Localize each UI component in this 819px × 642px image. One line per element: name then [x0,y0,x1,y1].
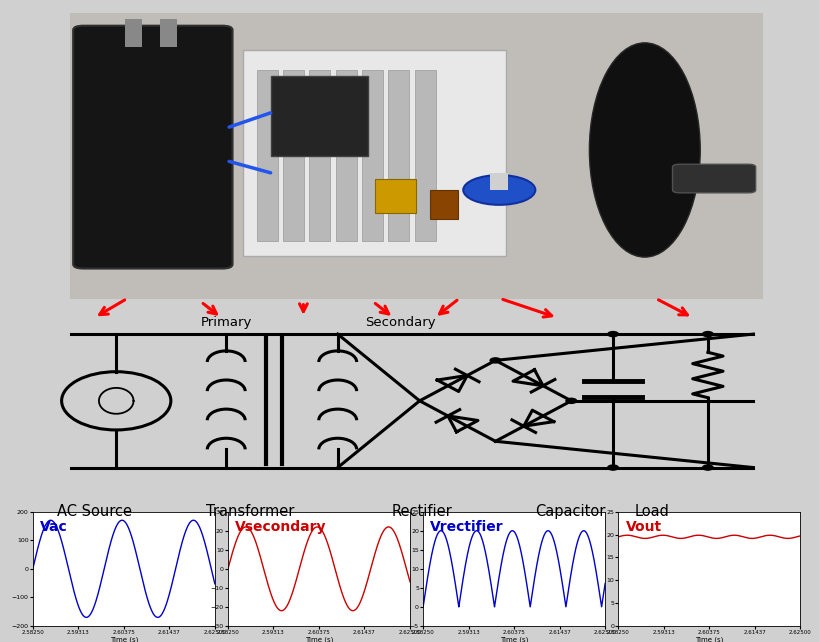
FancyBboxPatch shape [270,76,367,156]
Circle shape [463,175,535,205]
X-axis label: Time (s): Time (s) [695,636,722,642]
Text: Transformer: Transformer [206,504,294,519]
Ellipse shape [589,43,699,257]
Circle shape [489,357,501,363]
Bar [429,190,457,218]
FancyBboxPatch shape [70,13,762,299]
Circle shape [701,464,713,471]
Text: Vout: Vout [625,519,661,534]
Bar [388,70,409,241]
FancyBboxPatch shape [672,164,755,193]
Text: Rectifier: Rectifier [391,504,452,519]
Bar [309,70,330,241]
FancyBboxPatch shape [73,26,233,268]
Bar [362,70,382,241]
Text: Load: Load [634,504,668,519]
Bar [490,173,508,190]
X-axis label: Time (s): Time (s) [305,636,333,642]
Text: Vsecondary: Vsecondary [235,519,326,534]
Text: Primary: Primary [201,317,251,329]
Bar [335,70,356,241]
Text: AC Source: AC Source [57,504,132,519]
Circle shape [606,464,618,471]
Bar [374,178,415,213]
FancyBboxPatch shape [242,50,505,256]
X-axis label: Time (s): Time (s) [500,636,527,642]
Text: Capacitor: Capacitor [534,504,604,519]
Circle shape [701,331,713,337]
Circle shape [606,331,618,337]
Circle shape [564,397,577,404]
Bar [283,70,304,241]
Bar [414,70,435,241]
Bar [125,19,143,47]
Bar [256,70,278,241]
Text: Vac: Vac [40,519,68,534]
Text: Secondary: Secondary [365,317,436,329]
X-axis label: Time (s): Time (s) [110,636,138,642]
Bar [160,19,177,47]
Text: Vrectifier: Vrectifier [430,519,504,534]
